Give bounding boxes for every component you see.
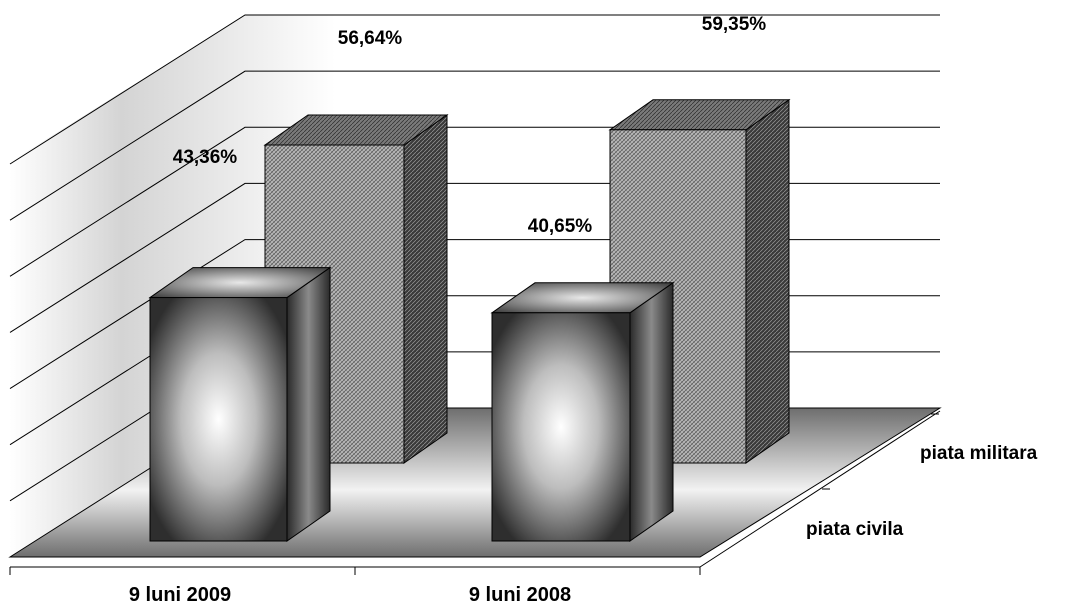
series-label: piata civila xyxy=(806,519,904,540)
piata-civila-bar-front xyxy=(491,312,631,542)
depth-axis xyxy=(699,410,941,568)
gridline xyxy=(9,70,940,221)
data-label: 43,36% xyxy=(173,147,238,168)
piata-civila-bar xyxy=(148,266,332,542)
piata-militara-bar-side xyxy=(745,98,790,464)
bars xyxy=(148,98,791,542)
data-label: 56,64% xyxy=(338,28,403,49)
piata-civila-bar-side xyxy=(629,281,674,542)
x-tick-label: 9 luni 2009 xyxy=(129,584,231,605)
piata-militara-bar-side xyxy=(403,114,448,464)
series-label: piata militara xyxy=(920,443,1038,464)
axes xyxy=(9,410,941,575)
gridline xyxy=(9,14,940,165)
piata-civila-bar-side xyxy=(286,266,331,542)
data-label: 59,35% xyxy=(702,14,767,35)
piata-civila-bar xyxy=(490,281,675,542)
data-label: 40,65% xyxy=(528,216,593,237)
piata-civila-bar-front xyxy=(149,297,288,542)
x-tick-label: 9 luni 2008 xyxy=(469,584,571,605)
labels: 9 luni 2009 9 luni 2008 piata civila piata … xyxy=(129,14,1038,605)
